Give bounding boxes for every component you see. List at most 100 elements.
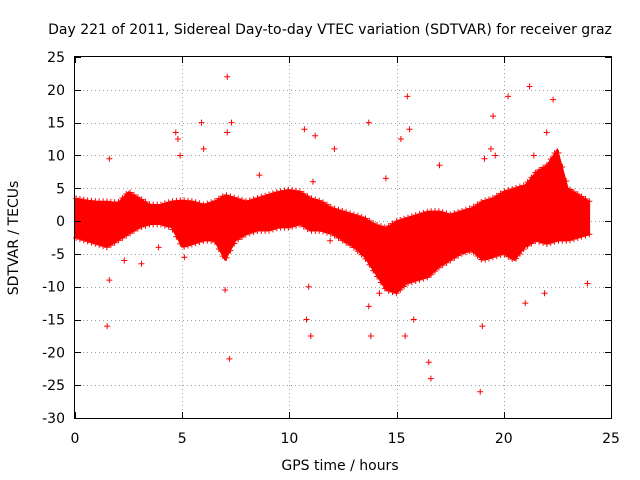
y-tick-label: -5 [51,247,65,263]
band-point [320,199,327,206]
band-point [358,251,365,258]
outlier-point [402,332,409,339]
band-point [138,196,145,203]
outlier-point [400,277,407,284]
outlier-point [198,119,205,126]
outlier-point [222,287,229,294]
band-point [439,209,446,216]
band-point [466,248,473,255]
outlier-point [530,152,537,159]
band-point [547,156,554,163]
band-point [455,252,462,259]
band-point [350,211,357,218]
band-point [509,185,516,192]
y-tick-label: 0 [56,214,65,230]
band-point [142,198,149,205]
band-point [447,211,454,218]
y-tick-label: -10 [42,280,65,296]
band-point [366,261,373,268]
band-point [300,223,307,230]
band-point [397,216,404,223]
band-point [505,187,512,194]
outlier-point [106,155,113,162]
outlier-point [367,332,374,339]
band-point [235,195,242,202]
band-point [347,242,354,249]
outlier-point [226,355,233,362]
x-tick-label: 25 [602,431,620,447]
band-point [524,179,531,186]
outlier-point [425,359,432,366]
band-point [123,191,130,198]
band-point [424,274,431,281]
band-point [296,188,303,195]
band-point [536,238,543,245]
band-point [486,196,493,203]
band-point [115,199,122,206]
band-point [231,194,238,201]
band-point [115,237,122,244]
band-point [246,230,253,237]
outlier-point [376,290,383,297]
band-point [412,277,419,284]
band-point [377,279,384,286]
band-point [462,249,469,256]
band-point [335,206,342,213]
outlier-point [181,254,188,261]
band-point [520,182,527,189]
band-point [127,189,134,196]
band-point [389,289,396,296]
band-point [458,207,465,214]
band-point [138,223,145,230]
band-point [543,240,550,247]
band-point [266,191,273,198]
band-point [262,192,269,199]
band-point [293,222,300,229]
outlier-point [550,96,557,103]
band-point [536,166,543,173]
band-point [370,220,377,227]
band-point [96,241,103,248]
band-point [586,198,593,205]
band-point [362,215,369,222]
band-point [323,229,330,236]
y-axis-label: SDTVAR / TECUs [6,181,22,296]
y-tick-label: -15 [42,313,65,329]
band-point [157,221,164,228]
band-point [358,213,365,220]
band-point [184,242,191,249]
band-point [431,268,438,275]
band-point [451,254,458,261]
band-point [401,283,408,290]
band-point [532,238,539,245]
band-point [443,210,450,217]
band-point [567,237,574,244]
y-tick-label: 15 [47,116,65,132]
band-point [281,187,288,194]
outlier-point [305,283,312,290]
band-point [219,253,226,260]
band-point [451,210,458,217]
outlier-point [172,129,179,136]
band-point [570,236,577,243]
outlier-point [436,162,443,169]
band-point [493,253,500,260]
band-point [435,208,442,215]
outlier-point [543,129,550,136]
outlier-point [177,152,184,159]
band-point [582,232,589,239]
band-point [428,271,435,278]
band-point [374,221,381,228]
band-point [239,197,246,204]
band-point [482,197,489,204]
band-point [215,246,222,253]
band-point [208,199,215,206]
band-point [134,194,141,201]
band-point [215,195,222,202]
band-point [350,244,357,251]
outlier-point [505,93,512,100]
band-point [489,254,496,261]
band-point [335,235,342,242]
band-point [293,187,300,194]
outlier-point [365,303,372,310]
